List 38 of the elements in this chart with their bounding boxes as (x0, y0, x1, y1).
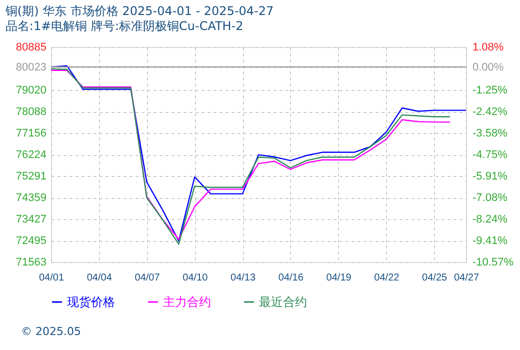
y2-tick-label: -9.41% (472, 235, 508, 248)
y-tick-label: 74359 (16, 192, 46, 204)
y2-tick-label: -10.57% (472, 256, 514, 268)
x-tick-label: 04/01 (38, 272, 64, 284)
x-tick-label: 04/16 (278, 272, 304, 284)
text: © 2025.05 (21, 325, 81, 338)
chart-subtitle: 品名:1#电解铜 牌号:标准阴极铜Cu-CATH-2 (5, 19, 244, 33)
legend-label: 主力合约 (163, 295, 211, 309)
x-tick-label: 04/22 (374, 272, 400, 284)
x-tick-label: 04/10 (182, 272, 208, 284)
x-tick-label: 04/25 (422, 272, 448, 284)
x-tick-label: 04/04 (86, 272, 112, 284)
y-tick-label: 78088 (16, 106, 46, 118)
y-tick-label: 73427 (16, 214, 46, 226)
y2-tick-label: -3.58% (472, 128, 508, 140)
y-tick-label: 71563 (16, 256, 46, 268)
y-tick-label: 75291 (16, 170, 46, 183)
y2-tick-label: 0.00% (472, 61, 504, 74)
y-tick-label: 80885 (16, 42, 46, 54)
chart-title: 铜(期) 华东 市场价格 2025-04-01 - 2025-04-27 (4, 4, 274, 18)
y2-tick-label: -1.25% (472, 84, 508, 96)
y2-tick-label: -4.75% (472, 149, 508, 162)
y-tick-label: 77156 (16, 128, 46, 140)
x-tick-label: 04/07 (134, 272, 160, 284)
y-tick-label: 79020 (16, 84, 46, 97)
y2-tick-label: -8.24% (472, 214, 508, 226)
y2-tick-label: 1.08% (472, 42, 504, 54)
legend-label: 最近合约 (259, 295, 307, 309)
y2-tick-label: -7.08% (472, 192, 508, 204)
y-tick-label: 72495 (16, 235, 46, 248)
y2-tick-label: -5.91% (472, 170, 508, 182)
y-tick-label: 80023 (16, 61, 46, 74)
x-tick-label: 04/19 (326, 272, 352, 284)
x-tick-label: 04/27 (454, 272, 480, 284)
legend-label: 现货价格 (67, 295, 115, 309)
y-tick-label: 76224 (16, 149, 46, 161)
x-tick-label: 04/13 (230, 272, 256, 284)
y2-tick-label: -2.42% (472, 106, 508, 118)
